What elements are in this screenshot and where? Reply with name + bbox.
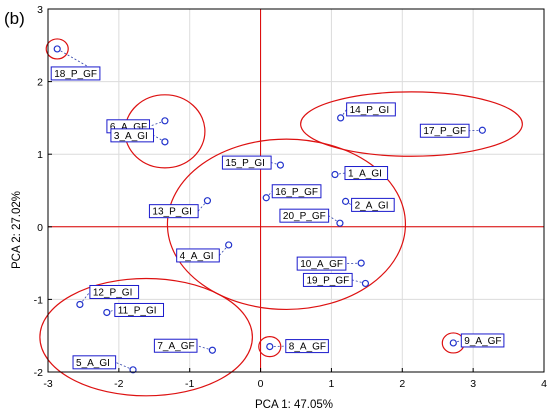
x-tick-label: -3 [43,378,52,390]
data-point [262,194,270,202]
x-tick-label: -2 [114,378,123,390]
data-point [337,114,345,122]
point-label: 19_P_GF [306,275,349,286]
point-label: 6_A_GF [110,122,147,133]
point-label-box [460,333,505,348]
data-point [225,241,233,249]
point-label-box [114,302,165,317]
label-leader-line [196,345,213,351]
label-leader-line [345,262,362,264]
point-label: 11_P_GI [118,305,157,316]
point-label: 16_P_GF [275,187,318,198]
label-leader-line [79,291,91,305]
data-point [361,279,370,288]
point-label: 7_A_GF [157,341,194,352]
point-label: 8_A_GF [289,342,326,353]
point-label-box [419,123,470,138]
x-axis-title: PCA 1: 47.05% [255,399,333,411]
point-label-box [344,166,389,181]
label-leader-line [115,361,134,371]
point-label: 10_A_GF [300,259,343,270]
data-point [336,219,344,227]
point-label-box [296,256,347,271]
point-label: 1_A_GI [348,169,382,180]
x-tick-label: 4 [541,378,547,390]
point-label: 13_P_GI [152,207,191,218]
data-point [161,138,169,146]
data-point [208,346,216,354]
data-point [76,300,84,309]
point-label: 15_P_GI [225,158,264,169]
point-label: 20_P_GF [283,211,326,222]
y-tick-label: 1 [37,149,43,161]
data-point [449,339,457,347]
x-tick-label: 3 [470,378,476,390]
point-label: 9_A_GF [464,336,501,347]
data-point [357,259,365,267]
x-tick-label: 1 [329,378,335,390]
point-label-box [279,208,330,223]
point-label: 18_P_GF [54,69,97,80]
point-label-box [346,102,396,117]
label-leader-line [269,345,286,347]
point-label: 5_A_GI [76,358,110,369]
y-tick-label: -2 [34,367,43,379]
data-point [53,45,61,53]
group-ellipse [300,91,523,157]
point-label-box [176,248,220,263]
data-point [266,342,274,351]
point-label-box [50,66,101,81]
label-leaders [57,48,483,371]
point-label: 17_P_GF [423,126,466,137]
reference-lines [48,9,544,372]
group-ellipse [45,38,69,60]
point-label-box [72,355,117,370]
panel-label: (b) [4,9,25,28]
point-label: 2_A_GI [355,200,389,211]
plot-frame [47,8,545,373]
point-label-box [285,339,329,354]
label-leader-line [149,120,166,127]
point-label-box [351,197,395,212]
point-label-box [302,272,353,287]
point-label-box [271,184,322,199]
point-label-box [89,284,140,299]
y-tick-label: 0 [37,222,43,234]
data-point [478,126,486,134]
data-point [342,197,350,205]
point-label: 3_A_GI [114,131,148,142]
group-ellipse [258,335,282,358]
point-label-box [153,338,198,353]
x-tick-label: 0 [258,378,264,390]
x-tick-label: 2 [399,378,405,390]
y-tick-label: 2 [37,77,43,89]
data-point [276,161,285,169]
y-tick-label: 3 [37,4,43,16]
data-point [331,170,339,179]
data-point [161,117,169,125]
y-axis-title: PCA 2: 27.02% [11,191,23,269]
data-point [129,366,137,374]
point-label: 12_P_GI [93,287,132,298]
group-ellipse [39,277,253,397]
point-label-box [221,155,272,170]
point-label-box [148,204,199,219]
data-point [203,197,212,205]
point-labels: 18_P_GF 6_A_GF3_A_GI 15_P_GI 16_P_GF 13_P_GI… [50,66,505,370]
data-point [103,308,111,317]
data-points [53,45,486,374]
point-label-box [110,128,155,143]
point-label: 4_A_GI [180,251,214,262]
point-label: 14_P_GI [350,105,389,116]
x-tick-label: -1 [185,378,194,390]
group-ellipse [166,138,407,311]
y-tick-label: -1 [34,294,43,306]
